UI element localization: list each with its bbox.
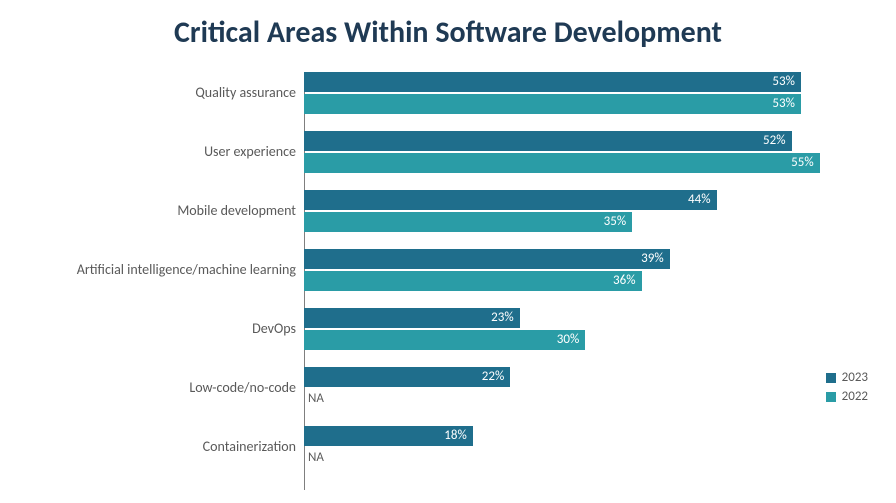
bar-datalabel: 23% xyxy=(491,308,513,328)
category-label: Quality assurance xyxy=(0,84,296,101)
legend: 2023 2022 xyxy=(826,370,868,408)
bar-group: 22% NA xyxy=(304,367,829,409)
legend-swatch-2023 xyxy=(826,373,836,383)
bar-2022: 53% xyxy=(304,94,801,114)
category-label: Containerization xyxy=(0,438,296,455)
bar-2023: 23% xyxy=(304,308,520,328)
bar-datalabel: 35% xyxy=(604,212,626,232)
bar-group: 44% 35% xyxy=(304,190,829,232)
legend-label-2022: 2022 xyxy=(842,389,868,404)
bar-datalabel: 18% xyxy=(444,426,466,446)
bar-2023: 53% xyxy=(304,72,801,92)
legend-item-2022: 2022 xyxy=(826,389,868,404)
bar-datalabel: 55% xyxy=(791,153,813,173)
bar-datalabel: 22% xyxy=(482,367,504,387)
bar-group: 23% 30% xyxy=(304,308,829,350)
bar-2023: 18% xyxy=(304,426,473,446)
bar-datalabel: 39% xyxy=(641,249,663,269)
bar-2022: 35% xyxy=(304,212,632,232)
legend-item-2023: 2023 xyxy=(826,370,868,385)
category-label: User experience xyxy=(0,143,296,160)
bar-group: 52% 55% xyxy=(304,131,829,173)
category-label: DevOps xyxy=(0,320,296,337)
bar-datalabel: 44% xyxy=(688,190,710,210)
category-label: Mobile development xyxy=(0,202,296,219)
category-label: Artificial intelligence/machine learning xyxy=(0,261,296,278)
legend-label-2023: 2023 xyxy=(842,370,868,385)
bar-na-label: NA xyxy=(308,448,324,468)
bar-datalabel: 52% xyxy=(763,131,785,151)
bar-group: 39% 36% xyxy=(304,249,829,291)
bar-group: 18% NA xyxy=(304,426,829,468)
category-label: Low-code/no-code xyxy=(0,379,296,396)
bar-na-label: NA xyxy=(308,389,324,409)
bar-2023: 44% xyxy=(304,190,717,210)
bar-2023: 39% xyxy=(304,249,670,269)
chart-title: Critical Areas Within Software Developme… xyxy=(0,14,896,51)
bar-datalabel: 36% xyxy=(613,271,635,291)
bar-datalabel: 53% xyxy=(772,94,794,114)
bar-datalabel: 53% xyxy=(772,72,794,92)
bar-2022: 36% xyxy=(304,271,642,291)
bar-datalabel: 30% xyxy=(557,330,579,350)
legend-swatch-2022 xyxy=(826,392,836,402)
bar-2023: 52% xyxy=(304,131,792,151)
bar-group: 53%53% xyxy=(304,72,829,114)
bar-2022: 30% xyxy=(304,330,585,350)
plot-area: 53%53% 52% 55% 44% 35% 39% 36% 23% 30% 22% NA 18% NA xyxy=(304,72,829,490)
bar-2022: 55% xyxy=(304,153,820,173)
bar-2023: 22% xyxy=(304,367,510,387)
